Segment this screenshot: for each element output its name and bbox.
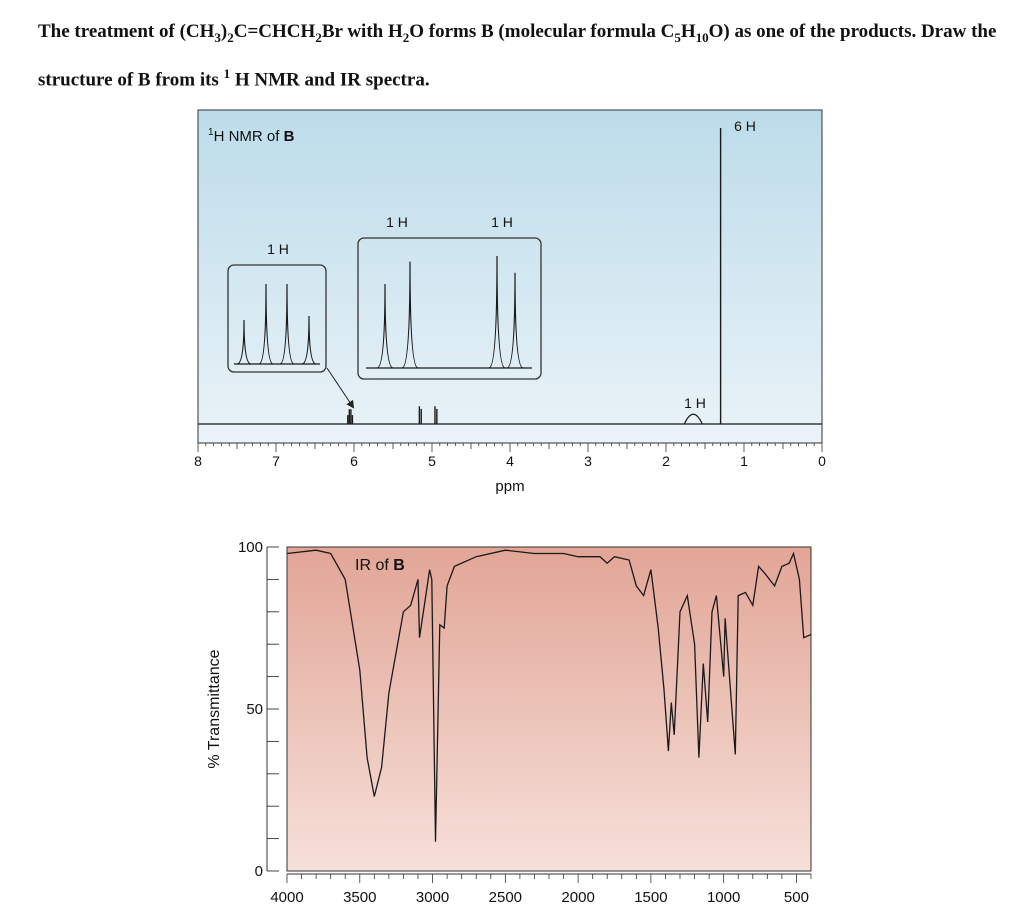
nmr-plot-area: [197, 109, 823, 444]
ir-x-tick-label: 500: [784, 889, 809, 906]
ir-y-axis-label: % Transmittance: [206, 649, 223, 768]
nmr-title: 1H NMR of B: [208, 127, 295, 145]
inset-peak: [401, 261, 419, 369]
nmr-trace: [198, 128, 822, 425]
nmr-tick-label: 0: [818, 453, 826, 469]
nmr-tick-label: 6: [350, 453, 358, 469]
inset-peak: [301, 315, 317, 365]
inset-arrow: [326, 367, 355, 409]
ir-plot-area: [286, 546, 812, 872]
nmr-inset-box-1: [227, 264, 327, 373]
ir-y-tick-label: 100: [238, 539, 263, 556]
nmr-tick-label: 5: [428, 453, 436, 469]
question-text: The treatment of (CH3)2C=CHCH2Br with H2…: [38, 21, 997, 91]
nmr-tick-label: 4: [506, 453, 514, 469]
ir-x-tick-label: 4000: [270, 889, 303, 906]
ir-x-tick-label: 2500: [489, 889, 522, 906]
integration-label: 1 H: [386, 214, 408, 230]
integration-label: 1 H: [684, 395, 706, 411]
inset-peak: [376, 283, 394, 369]
ir-x-tick-label: 3500: [343, 889, 376, 906]
ir-y-tick-label: 0: [255, 863, 263, 880]
integration-label: 6 H: [734, 118, 756, 134]
nmr-insets: [234, 255, 532, 369]
nmr-tick-label: 3: [584, 453, 592, 469]
nmr-tick-label: 2: [662, 453, 670, 469]
nmr-x-axis: 8 7 6 5 4 3 2 1 0: [194, 442, 826, 469]
inset-peak: [236, 319, 252, 365]
integration-label: 1 H: [491, 214, 513, 230]
nmr-tick-label: 8: [194, 453, 202, 469]
nmr-inset-box-2: [357, 237, 542, 380]
ir-x-tick-label: 1500: [634, 889, 667, 906]
nmr-tick-label: 7: [272, 453, 280, 469]
nmr-tick-label: 1: [740, 453, 748, 469]
ir-title: IR of B: [355, 557, 405, 574]
nmr-chart: 1H NMR of B 1 H 1 H 1 H 1 H 6 H 8 7 6 5 4 3 2 1…: [194, 109, 826, 495]
integration-label: 1 H: [267, 241, 289, 257]
ir-y-tick-label: 50: [246, 701, 263, 718]
inset-peak: [279, 283, 295, 365]
nmr-peak: [683, 413, 703, 425]
ir-trace: [286, 549, 812, 842]
inset-peak: [258, 283, 274, 365]
inset-peak: [506, 272, 524, 369]
nmr-x-axis-label: ppm: [495, 478, 524, 495]
ir-x-tick-label: 3000: [416, 889, 449, 906]
ir-x-tick-label: 2000: [561, 889, 594, 906]
ir-x-tick-label: 1000: [707, 889, 740, 906]
inset-peak: [488, 255, 506, 369]
